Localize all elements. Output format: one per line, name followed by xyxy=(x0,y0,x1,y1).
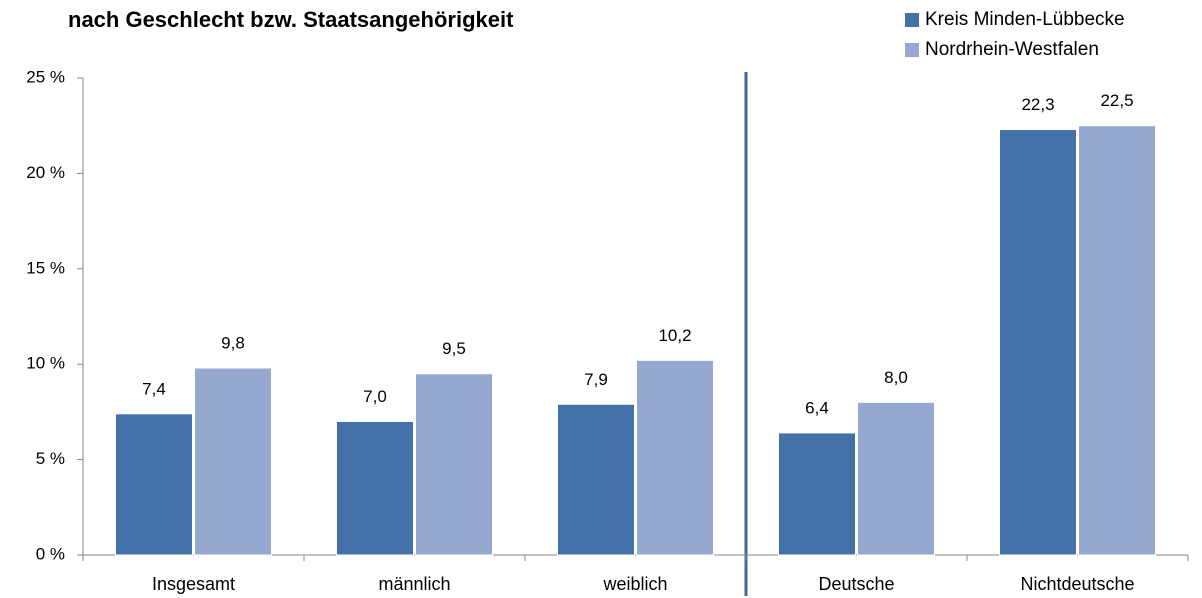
y-tick-label: 25 % xyxy=(26,67,65,86)
bar xyxy=(415,373,493,556)
bar xyxy=(636,359,714,556)
bar xyxy=(1078,125,1156,556)
y-tick-label: 5 % xyxy=(36,449,65,468)
value-label: 9,5 xyxy=(442,339,466,358)
x-tick-label: Deutsche xyxy=(818,574,894,594)
value-label: 7,9 xyxy=(584,370,608,389)
value-label: 8,0 xyxy=(884,368,908,387)
bar xyxy=(778,432,856,556)
legend-swatch xyxy=(905,13,919,27)
legend-label: Kreis Minden-Lübbecke xyxy=(925,9,1125,30)
value-label: 6,4 xyxy=(805,398,829,417)
bar xyxy=(336,420,414,556)
value-label: 7,4 xyxy=(142,379,166,398)
y-tick-label: 20 % xyxy=(26,163,65,182)
y-tick-label: 0 % xyxy=(36,544,65,563)
x-tick-label: weiblich xyxy=(602,574,667,594)
chart-title: nach Geschlecht bzw. Staatsangehörigkeit xyxy=(68,7,514,32)
value-label: 10,2 xyxy=(658,326,691,345)
value-label: 22,5 xyxy=(1100,91,1133,110)
bar xyxy=(194,367,272,556)
legend-swatch xyxy=(905,43,919,57)
value-label: 7,0 xyxy=(363,387,387,406)
bar xyxy=(557,403,635,556)
legend-label: Nordrhein-Westfalen xyxy=(925,39,1099,60)
bar xyxy=(115,413,193,556)
y-tick-label: 10 % xyxy=(26,354,65,373)
bar xyxy=(857,401,935,556)
bar xyxy=(999,129,1077,556)
x-tick-label: Nichtdeutsche xyxy=(1020,574,1134,594)
x-tick-label: Insgesamt xyxy=(152,574,235,594)
value-label: 9,8 xyxy=(221,334,245,353)
y-tick-label: 15 % xyxy=(26,258,65,277)
x-tick-label: männlich xyxy=(378,574,450,594)
value-label: 22,3 xyxy=(1021,95,1054,114)
